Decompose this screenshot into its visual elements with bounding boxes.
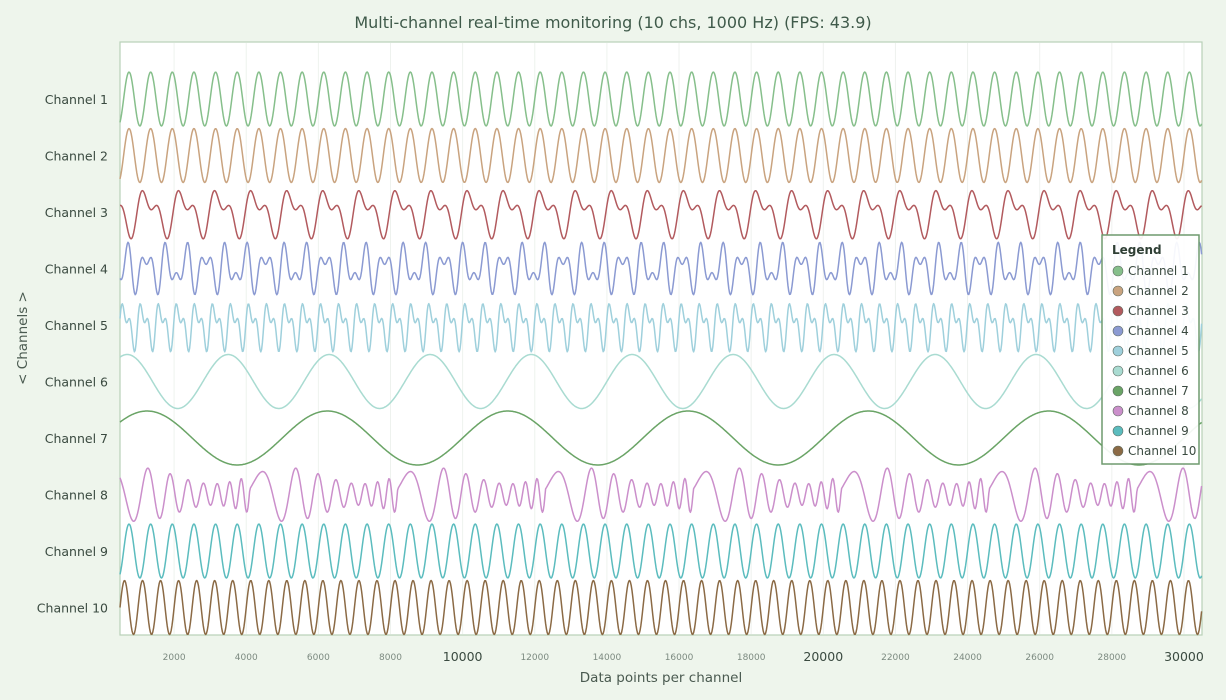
x-tick-label-minor: 14000 — [593, 653, 622, 663]
x-tick-label-minor: 18000 — [737, 653, 766, 663]
series-lines — [119, 71, 1203, 636]
legend-entry: Channel 5 — [1128, 344, 1189, 358]
x-tick-label-major: 30000 — [1164, 649, 1204, 664]
series-line — [119, 302, 1203, 353]
y-tick-label: Channel 4 — [45, 262, 108, 277]
legend-title: Legend — [1112, 243, 1162, 257]
grid-lines — [173, 43, 1185, 634]
x-tick-label-minor: 6000 — [307, 653, 330, 663]
series-line — [119, 467, 1203, 523]
series-line — [119, 579, 1203, 636]
x-tick-label-minor: 4000 — [235, 653, 258, 663]
x-tick-label-major: 20000 — [803, 649, 843, 664]
series-line — [119, 410, 1203, 466]
legend-items: Channel 1 Channel 2 Channel 3 Channel 4 Chan… — [1112, 264, 1196, 458]
series-line — [119, 523, 1203, 579]
legend-marker — [1112, 385, 1124, 397]
x-tick-label-minor: 8000 — [379, 653, 402, 663]
x-tick-label-minor: 12000 — [520, 653, 549, 663]
y-tick-label: Channel 7 — [45, 431, 108, 446]
legend-entry: Channel 6 — [1128, 364, 1189, 378]
legend-entry: Channel 2 — [1128, 284, 1189, 298]
x-tick-label-minor: 26000 — [1025, 653, 1054, 663]
x-axis-label: Data points per channel — [580, 670, 742, 686]
y-tick-label: Channel 8 — [45, 488, 108, 503]
series-line — [119, 127, 1203, 184]
y-axis-label: < Channels > — [15, 291, 31, 385]
legend-marker — [1112, 345, 1124, 357]
legend-entry: Channel 8 — [1128, 404, 1189, 418]
series-line — [119, 71, 1203, 127]
legend-entry: Channel 4 — [1128, 324, 1189, 338]
series-line — [119, 241, 1203, 296]
x-axis-ticks: 2000 4000 6000 8000 12000 14000 16000 18000 2200… — [163, 649, 1204, 664]
x-tick-label-minor: 22000 — [881, 653, 910, 663]
y-tick-label: Channel 2 — [45, 149, 108, 164]
y-axis-ticks: Channel 1 Channel 2 Channel 3 Channel 4 Chan… — [37, 92, 108, 616]
legend-marker — [1112, 425, 1124, 437]
plot-area — [119, 41, 1203, 636]
chart-title: Multi-channel real-time monitoring (10 c… — [354, 13, 871, 32]
legend-marker — [1112, 285, 1124, 297]
y-tick-label: Channel 1 — [45, 92, 108, 107]
legend-entry: Channel 10 — [1128, 444, 1196, 458]
legend-marker — [1112, 365, 1124, 377]
x-tick-label-minor: 24000 — [953, 653, 982, 663]
legend-marker — [1112, 445, 1124, 457]
y-tick-label: Channel 5 — [45, 318, 108, 333]
legend-marker — [1112, 405, 1124, 417]
y-tick-label: Channel 3 — [45, 205, 108, 220]
y-tick-label: Channel 10 — [37, 601, 108, 616]
legend-marker — [1112, 265, 1124, 277]
y-tick-label: Channel 6 — [45, 375, 108, 390]
legend-marker — [1112, 325, 1124, 337]
x-tick-label-minor: 2000 — [163, 653, 186, 663]
legend-entry: Channel 9 — [1128, 424, 1189, 438]
x-tick-label-minor: 16000 — [665, 653, 694, 663]
x-tick-label-minor: 28000 — [1098, 653, 1127, 663]
legend-marker — [1112, 305, 1124, 317]
legend-entry: Channel 1 — [1128, 264, 1189, 278]
legend-entry: Channel 3 — [1128, 304, 1189, 318]
x-tick-label-major: 10000 — [443, 649, 483, 664]
y-tick-label: Channel 9 — [45, 544, 108, 559]
series-line — [119, 353, 1203, 410]
series-line — [119, 189, 1203, 240]
legend-entry: Channel 7 — [1128, 384, 1189, 398]
